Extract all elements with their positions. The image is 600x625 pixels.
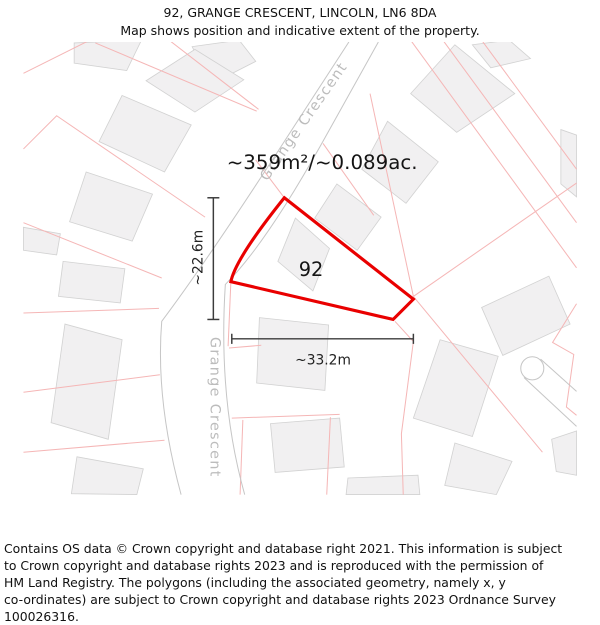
plot-number-label: 92 [299, 258, 324, 281]
street-label-lower: Grange Crescent [207, 337, 223, 478]
title-block: 92, GRANGE CRESCENT, LINCOLN, LN6 8DA Ma… [0, 0, 600, 42]
area-label: ~359m²/~0.089ac. [227, 151, 418, 174]
building [58, 260, 126, 304]
copyright-notice: Contains OS data © Crown copyright and d… [4, 540, 596, 625]
dim-width-label: ~33.2m [295, 353, 351, 369]
dim-height-label: ~22.6m [190, 230, 206, 286]
road-grange-crescent [159, 42, 379, 495]
building [73, 42, 142, 72]
building [70, 456, 144, 496]
building [345, 474, 421, 496]
building [256, 317, 330, 391]
building [560, 128, 577, 198]
building [98, 94, 192, 173]
building [410, 44, 516, 133]
copyright-line: 100026316. [4, 609, 79, 624]
parcel-lines [23, 42, 577, 495]
building [412, 339, 499, 438]
building [50, 323, 123, 440]
property-map: Grange Crescent Grange Crescent ~22.6m ~… [0, 42, 600, 537]
copyright-line: to Crown copyright and database rights 2… [4, 558, 544, 573]
horizontal-dimension: ~33.2m [231, 333, 415, 369]
building [314, 183, 382, 251]
page-title: 92, GRANGE CRESCENT, LINCOLN, LN6 8DA [163, 5, 437, 20]
building [481, 275, 571, 356]
property-boundary [229, 195, 416, 322]
page-subtitle: Map shows position and indicative extent… [120, 23, 480, 38]
copyright-line: co-ordinates) are subject to Crown copyr… [4, 592, 556, 607]
copyright-line: HM Land Registry. The polygons (includin… [4, 575, 506, 590]
road-edge-left [159, 42, 350, 495]
vertical-dimension: ~22.6m [190, 197, 220, 321]
culdesac-path [520, 356, 577, 427]
building [23, 226, 61, 256]
building [551, 430, 577, 476]
building [145, 48, 245, 113]
building-92 [277, 217, 330, 292]
map-svg: Grange Crescent Grange Crescent ~22.6m ~… [23, 42, 577, 496]
copyright-line: Contains OS data © Crown copyright and d… [4, 541, 563, 556]
building [471, 42, 532, 69]
building [270, 417, 345, 473]
building [444, 442, 513, 496]
building [69, 171, 154, 242]
culdesac-end [520, 356, 545, 381]
road-edge-right [223, 42, 379, 495]
